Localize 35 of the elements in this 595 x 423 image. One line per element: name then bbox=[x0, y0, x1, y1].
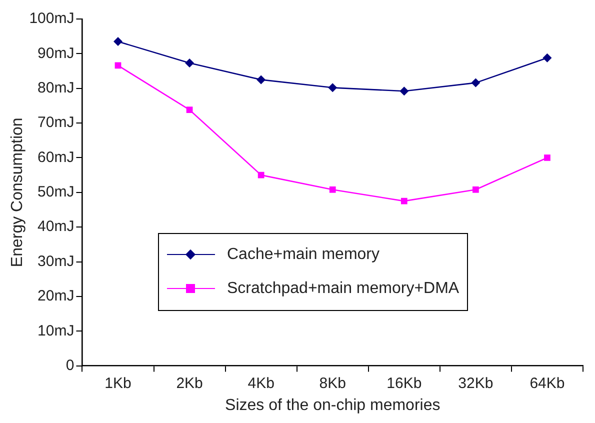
y-tick-label: 30mJ bbox=[38, 252, 74, 270]
point bbox=[256, 75, 266, 84]
y-axis-title: Energy Consumption bbox=[9, 118, 26, 268]
y-tick-label: 70mJ bbox=[38, 114, 74, 132]
point bbox=[472, 186, 479, 193]
x-tick-label: 64Kb bbox=[530, 374, 565, 392]
y-tick-label: 50mJ bbox=[38, 184, 74, 201]
x-tick-label: 2Kb bbox=[176, 374, 203, 392]
legend-label: Cache+main memory bbox=[227, 246, 380, 264]
y-tick-label: 80mJ bbox=[38, 80, 74, 96]
y-tick-label: 0 bbox=[66, 356, 74, 374]
x-tick-label: 4Kb bbox=[248, 374, 274, 392]
point bbox=[186, 106, 193, 114]
point bbox=[544, 154, 550, 161]
point bbox=[471, 78, 480, 88]
x-tick-label: 1Kb bbox=[104, 374, 132, 392]
point bbox=[329, 186, 336, 193]
y-tick-label: 90mJ bbox=[38, 44, 74, 62]
x-tick-label: 16Kb bbox=[386, 374, 422, 392]
point bbox=[185, 58, 194, 68]
point bbox=[400, 86, 409, 96]
x-axis-title: Sizes of the on-chip memories bbox=[225, 396, 440, 414]
point bbox=[113, 37, 122, 46]
x-tick-label: 32Kb bbox=[458, 374, 494, 392]
y-tick-label: 20mJ bbox=[38, 288, 74, 305]
point bbox=[400, 198, 408, 204]
legend-label: Scratchpad+main memory+DMA bbox=[227, 280, 460, 298]
x-tick-label: 8Kb bbox=[319, 374, 346, 392]
y-tick-label: 10mJ bbox=[38, 322, 74, 340]
point bbox=[328, 83, 338, 92]
point bbox=[258, 172, 264, 178]
y-tick-label: 100mJ bbox=[29, 10, 74, 28]
y-tick-label: 40mJ bbox=[38, 218, 74, 236]
point bbox=[542, 53, 552, 62]
y-tick-label: 60mJ bbox=[38, 148, 74, 166]
